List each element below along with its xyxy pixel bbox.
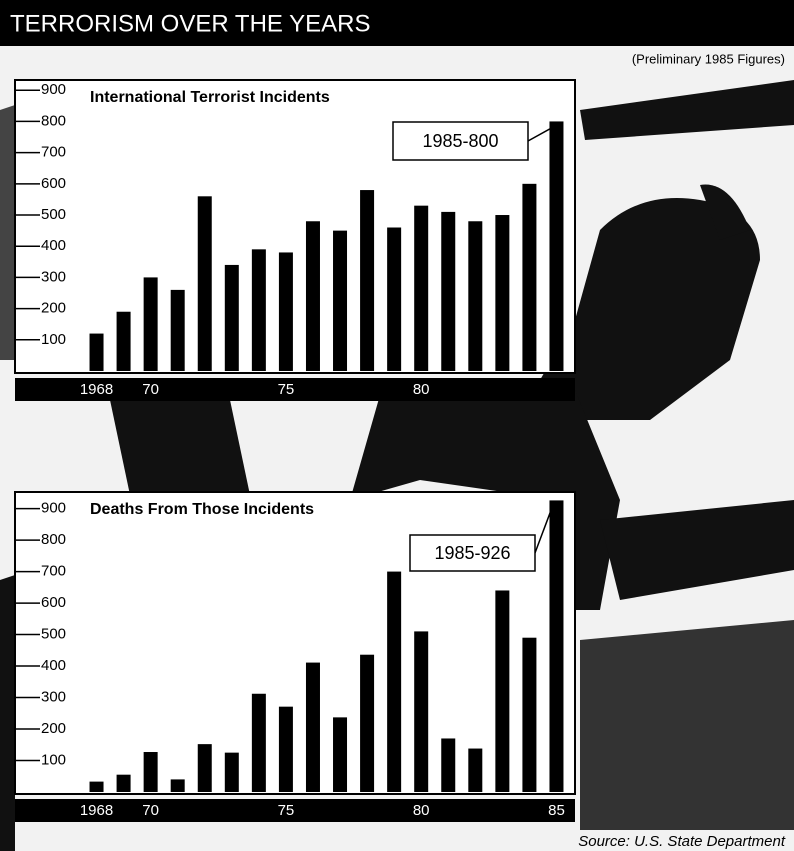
chart-title: Deaths From Those Incidents — [90, 501, 314, 518]
bar — [89, 781, 104, 792]
bar — [251, 249, 266, 371]
annotation-leader — [534, 506, 554, 554]
bar — [522, 183, 537, 371]
bar — [414, 205, 429, 371]
source: Source: U.S. State Department — [578, 833, 786, 850]
annotation-box — [392, 121, 529, 161]
bar — [197, 744, 212, 792]
bar — [143, 752, 158, 792]
annotation: 1985-926 — [434, 543, 510, 563]
bar — [495, 215, 510, 371]
x-tick-label: 1968 — [80, 802, 113, 819]
bar — [197, 196, 212, 371]
bar — [116, 774, 131, 792]
bar — [333, 230, 348, 371]
header-bar — [0, 0, 794, 46]
x-tick-label: 75 — [278, 381, 295, 398]
y-tick-label: 800 — [41, 112, 66, 129]
x-tick-label: 70 — [142, 381, 159, 398]
note: (Preliminary 1985 Figures) — [632, 51, 785, 66]
y-tick-label: 200 — [41, 720, 66, 737]
photo-backdrop — [0, 80, 794, 851]
bar — [224, 264, 239, 371]
y-tick-label: 800 — [41, 531, 66, 548]
x-tick-label: 80 — [413, 381, 430, 398]
x-tick-label: 85 — [548, 802, 565, 819]
y-tick-label: 300 — [41, 268, 66, 285]
bar — [333, 717, 348, 792]
bar — [360, 654, 375, 792]
bar — [441, 211, 456, 371]
bar — [387, 227, 402, 371]
y-tick-label: 400 — [41, 657, 66, 674]
y-tick-label: 700 — [41, 563, 66, 580]
annotation-leader — [527, 126, 553, 142]
y-tick-label: 900 — [41, 500, 66, 517]
bar — [387, 571, 402, 792]
x-tick-label: 70 — [142, 802, 159, 819]
x-tick-label: 80 — [413, 802, 430, 819]
bar — [89, 333, 104, 371]
bar — [522, 637, 537, 792]
y-tick-label: 500 — [41, 206, 66, 223]
y-tick-label: 600 — [41, 594, 66, 611]
bar — [143, 277, 158, 371]
bar — [170, 289, 185, 371]
bar — [360, 190, 375, 371]
bar — [495, 590, 510, 792]
y-tick-label: 500 — [41, 626, 66, 643]
bar — [278, 706, 293, 792]
bar — [468, 221, 483, 371]
bar — [414, 631, 429, 792]
chart-title: International Terrorist Incidents — [90, 89, 330, 106]
bar — [549, 500, 564, 792]
bar — [441, 738, 456, 792]
x-tick-label: 75 — [278, 802, 295, 819]
bar — [116, 311, 131, 371]
y-tick-label: 200 — [41, 300, 66, 317]
bar — [305, 221, 320, 371]
bar — [305, 662, 320, 792]
x-axis-strip — [15, 799, 575, 822]
y-tick-label: 100 — [41, 331, 66, 348]
y-tick-label: 300 — [41, 689, 66, 706]
bar — [251, 693, 266, 792]
annotation-box — [409, 534, 536, 572]
y-tick-label: 100 — [41, 751, 66, 768]
y-tick-label: 400 — [41, 237, 66, 254]
bar — [278, 252, 293, 371]
y-tick-label: 700 — [41, 144, 66, 161]
y-tick-label: 900 — [41, 81, 66, 98]
page-title: TERRORISM OVER THE YEARS — [10, 10, 371, 37]
x-tick-label: 1968 — [80, 381, 113, 398]
bar — [170, 779, 185, 792]
bar — [549, 121, 564, 371]
x-axis-strip — [15, 378, 575, 401]
bar — [224, 752, 239, 792]
annotation: 1985-800 — [422, 131, 498, 151]
bar — [468, 748, 483, 792]
y-tick-label: 600 — [41, 175, 66, 192]
